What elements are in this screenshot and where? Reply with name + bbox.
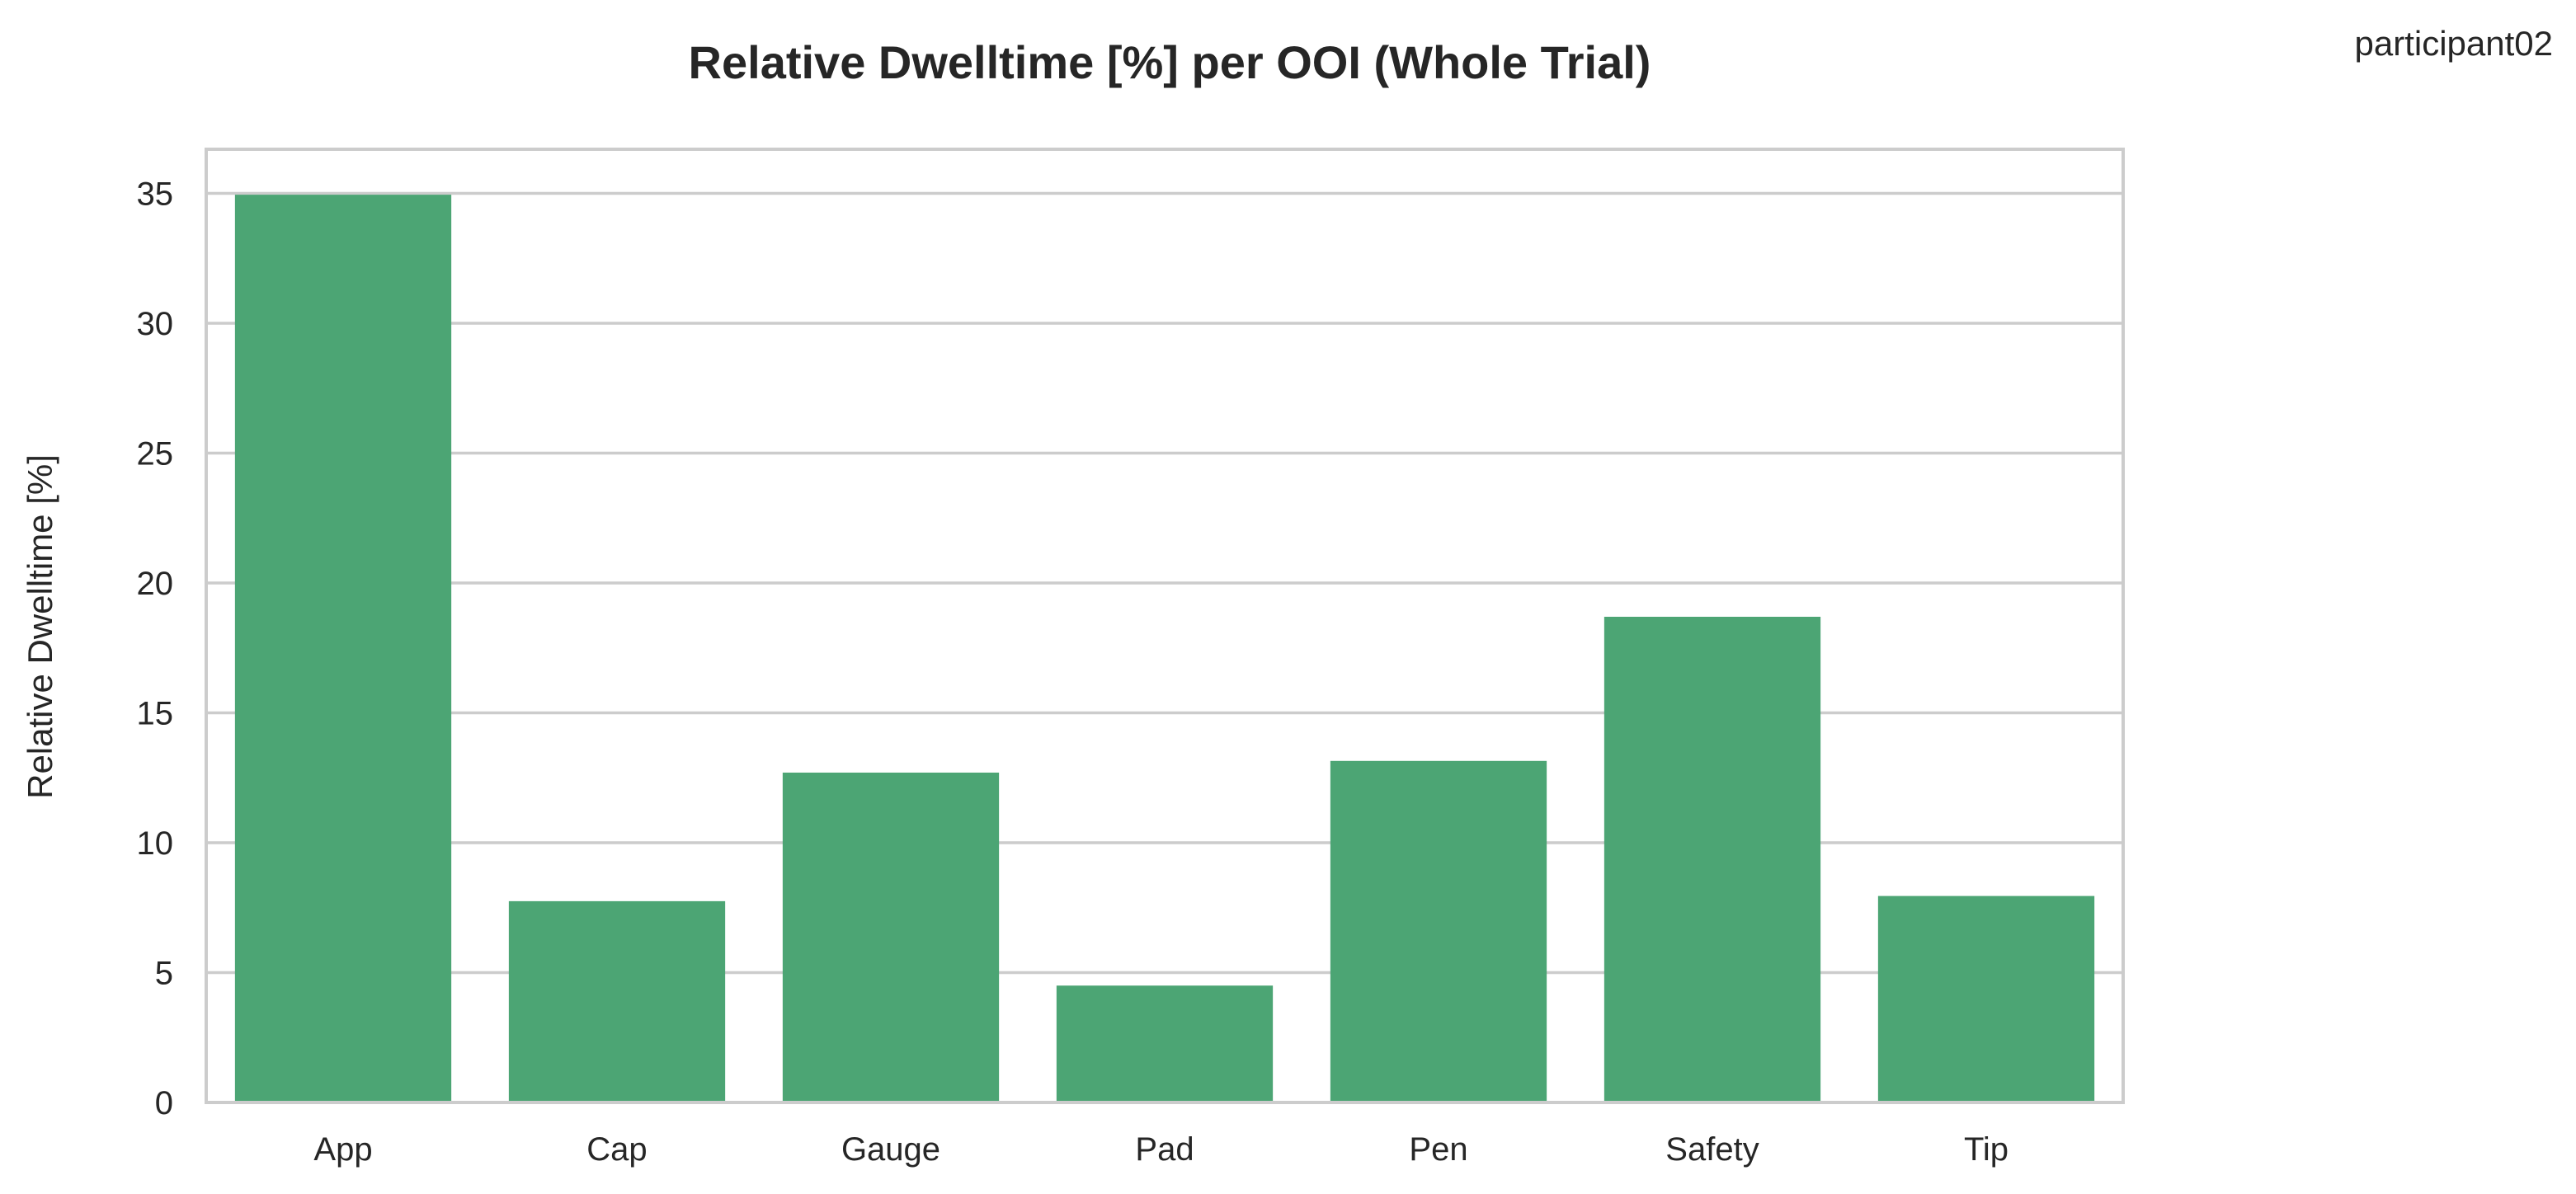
x-tick-label-gauge: Gauge xyxy=(841,1131,940,1168)
x-tick-label-app: App xyxy=(313,1131,372,1168)
x-tick-label-safety: Safety xyxy=(1665,1131,1759,1168)
y-tick-label: 15 xyxy=(137,696,174,732)
x-tick-label-pen: Pen xyxy=(1409,1131,1467,1168)
y-tick-labels: 0 5 10 15 20 25 30 35 xyxy=(137,176,174,1121)
bars xyxy=(234,195,2095,1103)
x-tick-label-tip: Tip xyxy=(1964,1131,2009,1168)
y-axis-label: Relative Dwelltime [%] xyxy=(21,454,59,799)
x-tick-label-cap: Cap xyxy=(586,1131,647,1168)
y-tick-label: 35 xyxy=(137,176,174,213)
bar-tip xyxy=(1877,896,2095,1102)
x-tick-labels: App Cap Gauge Pad Pen Safety Tip xyxy=(313,1131,2009,1168)
y-tick-label: 20 xyxy=(137,566,174,602)
plot-frame xyxy=(205,148,2125,1104)
x-tick-label-pad: Pad xyxy=(1135,1131,1194,1168)
bar-pad xyxy=(1056,985,1274,1102)
bar-gauge xyxy=(782,772,1000,1102)
bar-pen xyxy=(1330,760,1547,1102)
bar-app xyxy=(234,195,452,1103)
y-tick-label: 5 xyxy=(155,956,173,992)
chart-title: Relative Dwelltime [%] per OOI (Whole Tr… xyxy=(689,36,1651,88)
y-tick-label: 10 xyxy=(137,825,174,862)
y-tick-label: 30 xyxy=(137,306,174,342)
bar-safety xyxy=(1604,616,1821,1102)
bar-cap xyxy=(508,900,726,1102)
y-tick-label: 0 xyxy=(155,1085,173,1121)
participant-label: participant02 xyxy=(2355,24,2554,63)
grid-lines xyxy=(206,191,2123,1104)
y-tick-label: 25 xyxy=(137,436,174,472)
